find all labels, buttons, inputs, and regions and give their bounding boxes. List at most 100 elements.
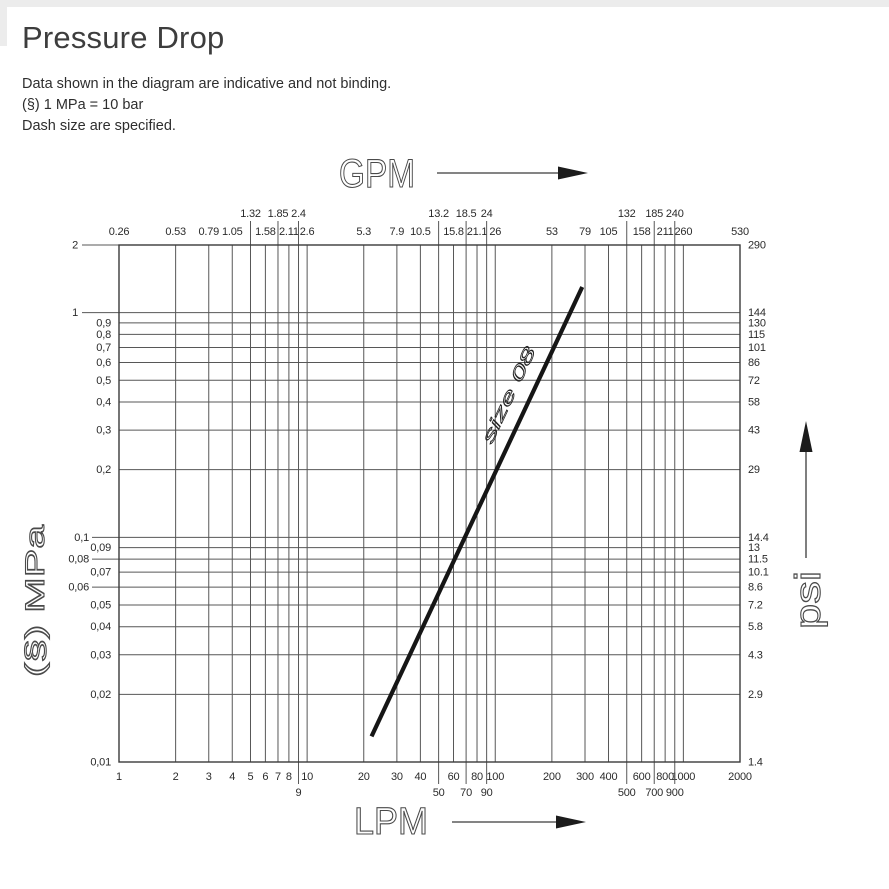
right-tick-label: 4.3 bbox=[748, 649, 763, 661]
note-line-2: (§) 1 MPa = 10 bar bbox=[22, 97, 144, 113]
bottom-tick-label: 5 bbox=[248, 771, 254, 783]
mpa-axis-title: (§) MPa bbox=[20, 523, 50, 677]
right-tick-label: 8.6 bbox=[748, 582, 763, 594]
bottom-tick-label: 400 bbox=[600, 771, 618, 783]
left-tick-label: 0,8 bbox=[96, 329, 111, 341]
page-left-edge bbox=[0, 0, 7, 46]
right-tick-label: 130 bbox=[748, 317, 766, 329]
bottom-tick-label-row2: 500 bbox=[618, 787, 636, 799]
bottom-tick-label: 7 bbox=[275, 771, 281, 783]
series-line bbox=[369, 286, 585, 738]
top-tick-label-row2: 24 bbox=[481, 208, 493, 220]
top-tick-label-row2: 1.85 bbox=[268, 208, 289, 220]
left-tick-label: 0,5 bbox=[96, 375, 111, 387]
right-tick-label: 72 bbox=[748, 375, 760, 387]
note-line-1: Data shown in the diagram are indicative… bbox=[22, 76, 392, 92]
top-tick-label: 10.5 bbox=[410, 226, 431, 238]
top-tick-label: 15.8 bbox=[443, 226, 464, 238]
left-tick-label: 0,3 bbox=[96, 425, 111, 437]
top-tick-label: 5.3 bbox=[356, 226, 371, 238]
left-tick-label: 0,4 bbox=[96, 397, 111, 409]
bottom-tick-label: 30 bbox=[391, 771, 403, 783]
bottom-tick-label: 600 bbox=[633, 771, 651, 783]
left-tick-label: 2 bbox=[72, 240, 78, 252]
left-tick-label: 0,01 bbox=[90, 757, 111, 769]
left-tick-label: 0,2 bbox=[96, 464, 111, 476]
bottom-tick-label: 3 bbox=[206, 771, 212, 783]
right-tick-label: 290 bbox=[748, 240, 766, 252]
top-tick-label: 0.26 bbox=[109, 226, 130, 238]
right-tick-label: 144 bbox=[748, 307, 766, 319]
top-tick-label: 1.58 bbox=[255, 226, 276, 238]
left-tick-label: 0,7 bbox=[96, 342, 111, 354]
bottom-tick-label-row2: 9 bbox=[296, 787, 302, 799]
left-tick-label: 0,03 bbox=[90, 649, 111, 661]
top-tick-label: 53 bbox=[546, 226, 558, 238]
bottom-tick-label: 300 bbox=[576, 771, 594, 783]
left-tick-label: 0,04 bbox=[90, 621, 111, 633]
left-tick-label: 0,9 bbox=[96, 317, 111, 329]
bottom-tick-label: 4 bbox=[229, 771, 235, 783]
bottom-tick-label: 10 bbox=[301, 771, 313, 783]
bottom-tick-label: 200 bbox=[543, 771, 561, 783]
top-tick-label: 260 bbox=[674, 226, 692, 238]
gpm-arrow-icon bbox=[558, 166, 588, 180]
left-tick-label: 0,07 bbox=[90, 567, 111, 579]
top-tick-label: 0.79 bbox=[198, 226, 219, 238]
right-tick-label: 43 bbox=[748, 425, 760, 437]
top-tick-label: 7.9 bbox=[390, 226, 405, 238]
right-tick-label: 11.5 bbox=[748, 554, 768, 566]
left-tick-label: 0,1 bbox=[74, 532, 89, 544]
page-top-edge bbox=[0, 0, 889, 7]
right-tick-label: 101 bbox=[748, 342, 766, 354]
psi-axis-title: psi bbox=[787, 571, 828, 629]
top-tick-label-row2: 240 bbox=[666, 208, 684, 220]
right-tick-label: 1.4 bbox=[748, 757, 763, 769]
left-tick-label: 0,09 bbox=[90, 542, 111, 554]
bottom-tick-label: 1000 bbox=[672, 771, 696, 783]
right-tick-label: 2.9 bbox=[748, 689, 763, 701]
bottom-tick-label-row2: 900 bbox=[666, 787, 684, 799]
chart-header: Pressure Drop Data shown in the diagram … bbox=[22, 20, 391, 137]
left-tick-label: 0,05 bbox=[90, 599, 111, 611]
top-tick-label: 21.1 bbox=[467, 226, 488, 238]
top-tick-label: 2.6 bbox=[300, 226, 315, 238]
top-tick-label: 105 bbox=[600, 226, 618, 238]
bottom-tick-label: 100 bbox=[486, 771, 504, 783]
bottom-tick-label-row2: 90 bbox=[481, 787, 493, 799]
left-tick-label: 0,6 bbox=[96, 357, 111, 369]
top-tick-label: 2.11 bbox=[279, 226, 299, 238]
top-tick-label: 0.53 bbox=[165, 226, 186, 238]
top-tick-label: 158 bbox=[633, 226, 651, 238]
page-title: Pressure Drop bbox=[22, 20, 225, 55]
top-tick-label-row2: 2.4 bbox=[291, 208, 306, 220]
top-tick-label-row2: 18.5 bbox=[456, 208, 477, 220]
right-tick-label: 10.1 bbox=[748, 567, 769, 579]
top-tick-label-row2: 185 bbox=[645, 208, 663, 220]
bottom-tick-label: 800 bbox=[656, 771, 674, 783]
right-tick-label: 115 bbox=[748, 329, 765, 341]
bottom-tick-label: 40 bbox=[414, 771, 426, 783]
note-line-3: Dash size are specified. bbox=[22, 118, 176, 134]
top-tick-label-row2: 13.2 bbox=[428, 208, 449, 220]
bottom-tick-label-row2: 700 bbox=[645, 787, 663, 799]
top-tick-label: 26 bbox=[489, 226, 501, 238]
right-tick-label: 5.8 bbox=[748, 621, 763, 633]
gpm-axis-title: GPM bbox=[339, 152, 415, 196]
bottom-tick-label: 6 bbox=[262, 771, 268, 783]
right-tick-label: 29 bbox=[748, 464, 760, 476]
bottom-tick-label: 2 bbox=[173, 771, 179, 783]
right-tick-label: 86 bbox=[748, 357, 760, 369]
notes: Data shown in the diagram are indicative… bbox=[22, 74, 391, 137]
lpm-axis-title: LPM bbox=[354, 801, 428, 843]
top-tick-label: 79 bbox=[579, 226, 591, 238]
bottom-tick-label: 1 bbox=[116, 771, 122, 783]
right-tick-label: 13 bbox=[748, 542, 760, 554]
bottom-tick-label: 80 bbox=[471, 771, 483, 783]
bottom-tick-label: 20 bbox=[358, 771, 370, 783]
right-tick-label: 14.4 bbox=[748, 532, 769, 544]
bottom-tick-label-row2: 70 bbox=[460, 787, 472, 799]
left-tick-label: 0,06 bbox=[68, 582, 89, 594]
lpm-arrow-icon bbox=[556, 815, 586, 829]
